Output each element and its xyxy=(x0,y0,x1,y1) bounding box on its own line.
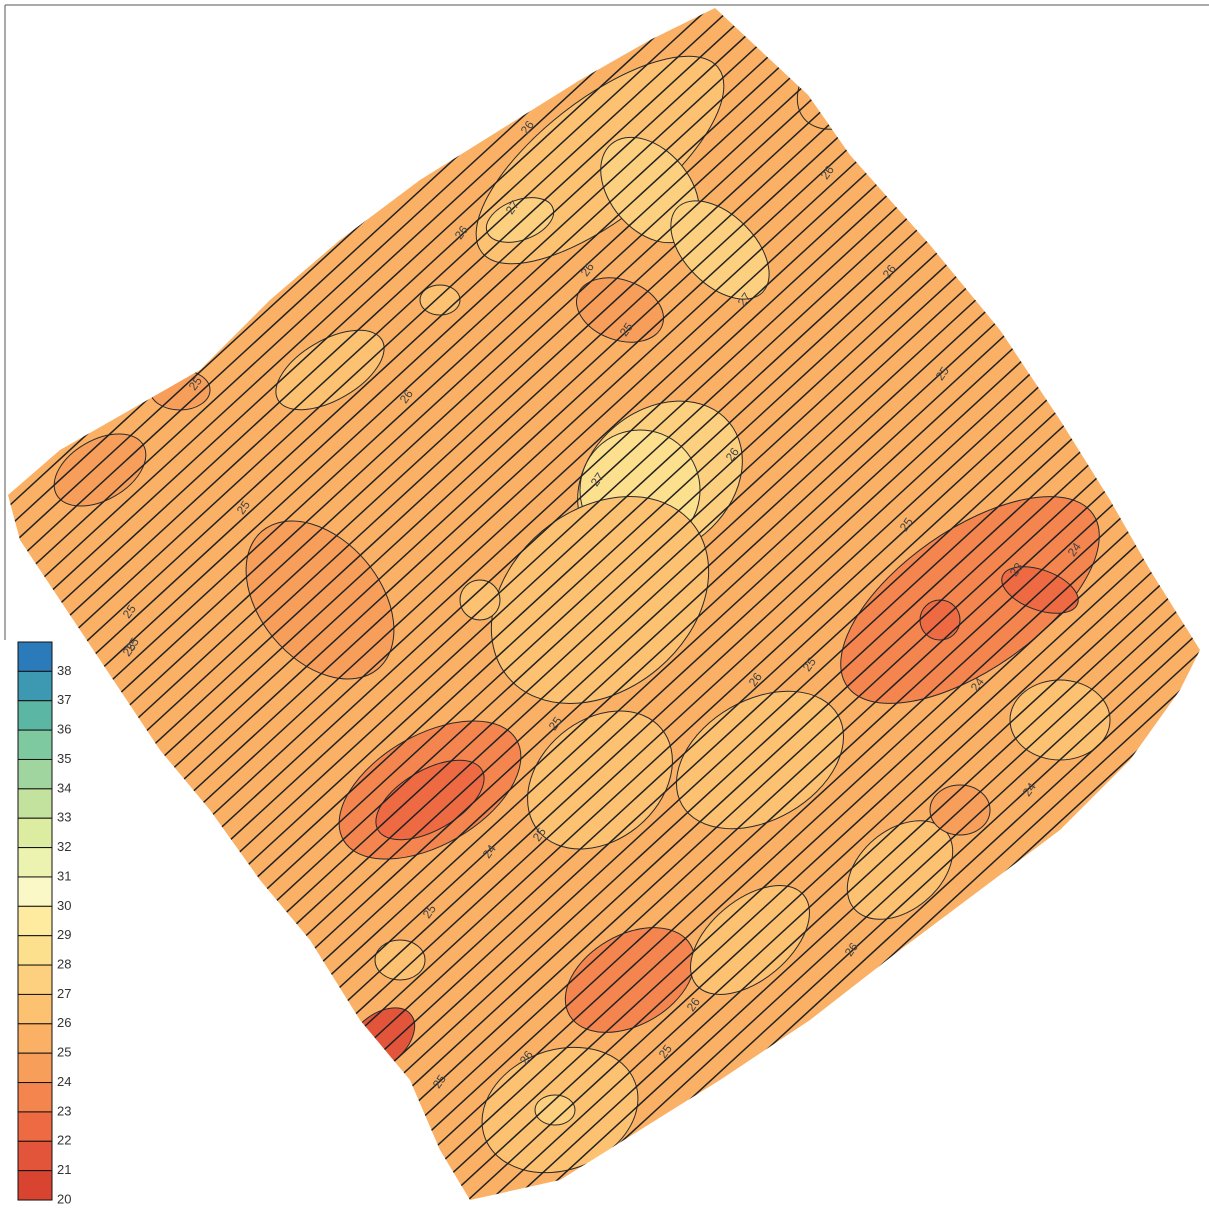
stripe xyxy=(1175,0,1209,1212)
legend-swatch xyxy=(18,789,52,818)
legend-swatch xyxy=(18,877,52,906)
legend-swatch xyxy=(18,1112,52,1141)
stripe xyxy=(0,0,20,1212)
field xyxy=(0,0,1209,1212)
legend-swatch xyxy=(18,671,52,700)
legend-label: 38 xyxy=(57,663,71,678)
legend-label: 32 xyxy=(57,839,71,854)
legend-swatch xyxy=(18,1024,52,1053)
legend-label: 23 xyxy=(57,1103,71,1118)
legend-swatch xyxy=(18,642,52,671)
page: {"legend": {"levels": [ {"value": 38, "c… xyxy=(0,0,1209,1212)
legend-swatch xyxy=(18,906,52,935)
legend-swatch xyxy=(18,1141,52,1170)
legend-swatch xyxy=(18,1083,52,1112)
map: 2627262626252627252526272625252525242324… xyxy=(0,0,1209,1212)
legend-swatch xyxy=(18,818,52,847)
legend-swatch xyxy=(18,936,52,965)
region xyxy=(420,285,460,315)
legend-swatch xyxy=(18,730,52,759)
legend-label: 22 xyxy=(57,1133,71,1148)
legend-label: 34 xyxy=(57,780,71,795)
legend-label: 26 xyxy=(57,1015,71,1030)
legend-swatch xyxy=(18,1171,52,1200)
legend-label: 20 xyxy=(57,1191,71,1206)
legend-swatch xyxy=(18,759,52,788)
legend-label: 37 xyxy=(57,692,71,707)
legend-label: 27 xyxy=(57,986,71,1001)
legend-label: 29 xyxy=(57,927,71,942)
legend-label: 35 xyxy=(57,751,71,766)
legend-label: 33 xyxy=(57,810,71,825)
legend-swatch xyxy=(18,1053,52,1082)
legend-swatch xyxy=(18,848,52,877)
legend-label: 25 xyxy=(57,1045,71,1060)
stripe xyxy=(1198,0,1209,1212)
legend-label: 30 xyxy=(57,898,71,913)
legend-label: 24 xyxy=(57,1074,71,1089)
legend: 38 37 36 35 34 33 32 31 30 29 28 27 26 25 24 23 22 21 20 xyxy=(18,642,71,1206)
legend-label: 31 xyxy=(57,868,71,883)
legend-label: 28 xyxy=(57,957,71,972)
legend-swatch xyxy=(18,701,52,730)
legend-label: 36 xyxy=(57,722,71,737)
region xyxy=(460,580,500,620)
legend-swatch xyxy=(18,994,52,1023)
legend-label: 21 xyxy=(57,1162,71,1177)
legend-swatch xyxy=(18,965,52,994)
